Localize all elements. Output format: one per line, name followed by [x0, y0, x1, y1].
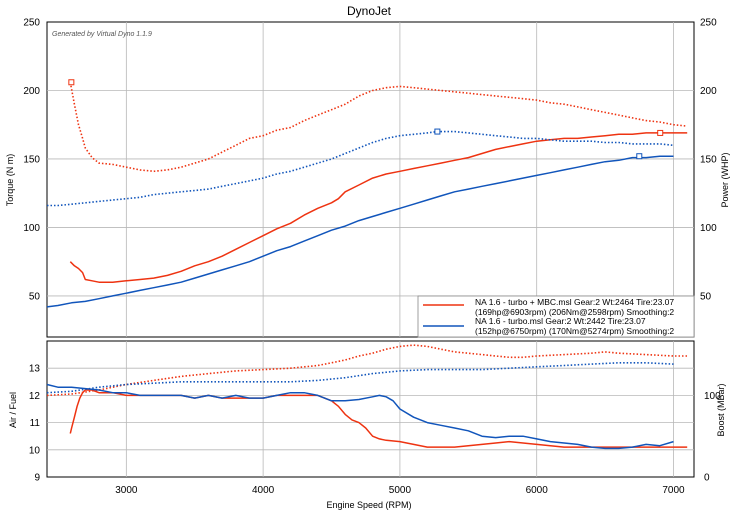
legend-blue-line2: (152hp@6750rpm) (170Nm@5274rpm) Smoothin…	[475, 326, 674, 336]
air-fuel-tick-label: 9	[34, 473, 40, 484]
x-tick-label: 6000	[526, 485, 549, 496]
power-tick-label: 150	[700, 154, 717, 165]
top-panel: Generated by Virtual Dyno 1.1.9 50 100 150…	[5, 18, 730, 338]
air-fuel-tick-label: 10	[29, 445, 41, 456]
legend-red-line2: (169hp@6903rpm) (206Nm@2598rpm) Smoothin…	[475, 307, 674, 317]
x-tick-label: 4000	[252, 485, 275, 496]
bottom-air-fuel-blue-line	[46, 383, 674, 450]
bottom-series	[46, 344, 688, 450]
top-series	[46, 82, 688, 308]
torque-tick-label: 100	[23, 223, 40, 234]
bottom-plot-frame	[46, 340, 695, 478]
air-fuel-axis-label: Air / Fuel	[8, 392, 18, 428]
chart-title: DynoJet	[347, 4, 392, 18]
air-fuel-tick-label: 11	[30, 418, 41, 429]
top-torque-blue-line	[47, 130, 674, 207]
legend-blue-line1: NA 1.6 - turbo.msl Gear:2 Wt:2442 Tire:2…	[475, 316, 646, 326]
torque-tick-label: 200	[23, 86, 40, 97]
boost-tick-label: 100	[704, 391, 721, 402]
air-fuel-tick-label: 12	[29, 391, 41, 402]
power-tick-label: 50	[700, 291, 712, 302]
bottom-panel: 9 10 11 12 13 100 0 Air / Fuel Boost (MBar)	[8, 340, 726, 484]
top-right-ticks: 50 100 150 200 250	[700, 18, 717, 303]
legend: NA 1.6 - turbo + MBC.msl Gear:2 Wt:2464 …	[417, 295, 695, 338]
power-tick-label: 200	[700, 86, 717, 97]
x-axis-label: Engine Speed (RPM)	[326, 500, 411, 510]
bottom-right-ticks: 100 0	[704, 391, 721, 484]
x-tick-label: 5000	[389, 485, 412, 496]
generator-note: Generated by Virtual Dyno 1.1.9	[52, 31, 152, 38]
bottom-boost-red-line	[46, 344, 688, 397]
top-power-blue-line	[46, 155, 674, 308]
torque-axis-label: Torque (N m)	[5, 154, 15, 207]
legend-box	[417, 295, 695, 338]
power-axis-label: Power (WHP)	[720, 152, 730, 207]
peak-marker	[657, 129, 664, 136]
x-tick-label: 3000	[115, 485, 138, 496]
top-markers	[68, 79, 664, 160]
power-tick-label: 100	[700, 223, 717, 234]
torque-tick-label: 50	[29, 291, 41, 302]
torque-tick-label: 150	[23, 154, 40, 165]
power-tick-label: 250	[700, 18, 717, 29]
x-axis-ticks: 3000 4000 5000 6000 7000	[115, 485, 685, 496]
top-power-red-line	[69, 132, 688, 283]
boost-tick-label: 0	[704, 473, 710, 484]
top-left-ticks: 50 100 150 200 250	[23, 18, 40, 303]
bottom-boost-blue-line	[46, 361, 674, 394]
torque-tick-label: 250	[23, 18, 40, 29]
air-fuel-tick-label: 13	[29, 364, 41, 375]
peak-marker	[636, 153, 643, 160]
legend-red-line1: NA 1.6 - turbo + MBC.msl Gear:2 Wt:2464 …	[475, 297, 674, 307]
bottom-left-ticks: 9 10 11 12 13	[29, 364, 41, 484]
boost-axis-label: Boost (MBar)	[716, 383, 726, 436]
x-tick-label: 7000	[662, 485, 685, 496]
peak-marker	[434, 128, 441, 135]
peak-marker	[68, 79, 75, 86]
